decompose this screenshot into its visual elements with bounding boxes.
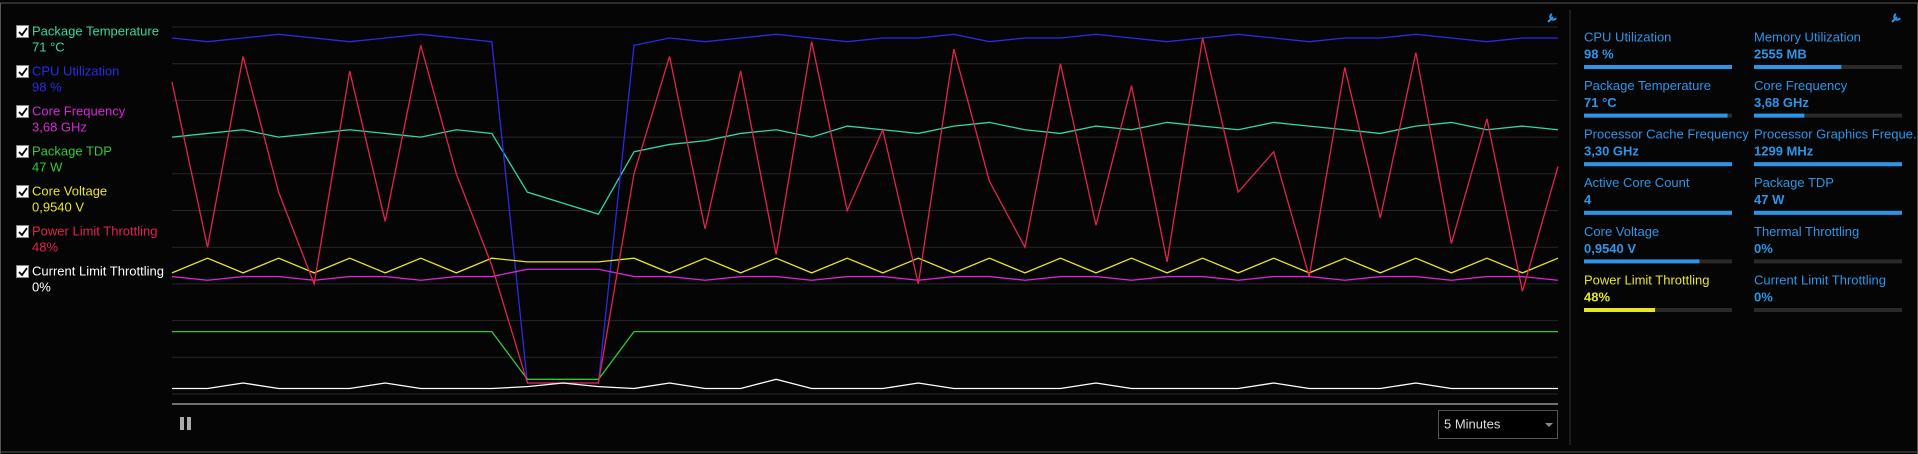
checkbox [16, 225, 29, 238]
metric-label: Package Temperature [1584, 78, 1711, 93]
metric-bar [1584, 308, 1656, 312]
series-line [172, 330, 1558, 380]
settings-icon[interactable] [1547, 13, 1557, 23]
pause-bar [187, 417, 191, 430]
metric-bar [1584, 210, 1732, 215]
series-line [171, 37, 1559, 384]
metric-label: Processor Cache Frequency [1584, 127, 1749, 142]
checkmark [18, 267, 28, 277]
wrench [1547, 13, 1557, 23]
checkmark [18, 147, 28, 157]
metric-label: Core Frequency [1754, 78, 1848, 93]
metric-label: Thermal Throttling [1754, 224, 1859, 239]
metric-label: Power Limit Throttling [1584, 272, 1709, 287]
legend-value: 48% [32, 239, 58, 254]
metric-value: 1299 MHz [1754, 144, 1814, 159]
pause-button[interactable] [180, 417, 191, 430]
metric-bar [1754, 210, 1902, 215]
interval-dropdown[interactable]: 5 Minutes [1438, 410, 1558, 439]
metric-value: 71 °C [1584, 95, 1617, 110]
checkmark [18, 27, 28, 37]
checkbox [16, 105, 29, 118]
checkmark [18, 227, 28, 237]
metric-track [1754, 308, 1902, 312]
legend-name: Core Frequency [32, 103, 126, 118]
metric-label: Current Limit Throttling [1754, 272, 1886, 287]
legend-name: CPU Utilization [32, 63, 119, 78]
checkbox [16, 145, 29, 158]
metric-track [1754, 259, 1902, 264]
metric-label: Active Core Count [1584, 175, 1690, 190]
legend-value: 0% [32, 279, 51, 294]
metric-value: 0% [1754, 241, 1773, 256]
metric-bar [1584, 259, 1700, 264]
legend-name: Current Limit Throttling [32, 263, 164, 278]
legend-value: 3,68 GHz [32, 119, 87, 134]
dropdown-box [1438, 410, 1558, 439]
metric-bar [1754, 113, 1805, 118]
metric-value: 0% [1754, 289, 1773, 304]
checkbox [16, 265, 29, 278]
checkmark [18, 107, 28, 117]
metric-value: 3,68 GHz [1754, 95, 1809, 110]
metric-track [1754, 113, 1902, 118]
metric-bar [1584, 113, 1728, 118]
metric-label: Processor Graphics Freque... [1754, 127, 1918, 142]
metric-value: 98 % [1584, 46, 1614, 61]
metric-value: 0,9540 V [1584, 241, 1636, 256]
checkbox [16, 25, 29, 38]
metric-bar [1754, 65, 1842, 69]
legend-value: 98 % [32, 79, 62, 94]
legend-name: Package Temperature [32, 23, 159, 38]
series-line [171, 268, 1559, 281]
metric-label: Core Voltage [1584, 224, 1659, 239]
metric-value: 3,30 GHz [1584, 144, 1639, 159]
metric-label: Package TDP [1754, 175, 1834, 190]
metric-value: 47 W [1754, 192, 1785, 207]
metric-value: 4 [1584, 192, 1592, 207]
metric-value: 2555 MB [1754, 46, 1807, 61]
metric-track [1584, 308, 1732, 312]
metric-bar [1584, 65, 1732, 69]
series-line [172, 378, 1558, 390]
settings-icon[interactable] [1891, 13, 1901, 23]
pause-bar [180, 417, 184, 430]
metric-label: CPU Utilization [1584, 29, 1671, 44]
metric-bar [1754, 162, 1902, 167]
series-line [171, 257, 1559, 274]
metric-label: Memory Utilization [1754, 29, 1861, 44]
checkmark [18, 187, 28, 197]
legend-name: Core Voltage [32, 183, 107, 198]
legend-value: 0,9540 V [32, 199, 84, 214]
checkbox [16, 185, 29, 198]
metric-bar [1584, 162, 1732, 167]
dropdown-arrow [1545, 423, 1553, 427]
legend-name: Package TDP [32, 143, 112, 158]
metric-value: 48% [1584, 289, 1610, 304]
dropdown-value: 5 Minutes [1444, 416, 1501, 431]
checkmark [18, 67, 28, 77]
graph-grid [172, 26, 1558, 395]
series-line [171, 33, 1558, 384]
legend-name: Power Limit Throttling [32, 223, 157, 238]
checkbox [16, 65, 29, 78]
legend-value: 71 °C [32, 39, 65, 54]
wrench [1891, 13, 1901, 23]
legend-value: 47 W [32, 159, 63, 174]
